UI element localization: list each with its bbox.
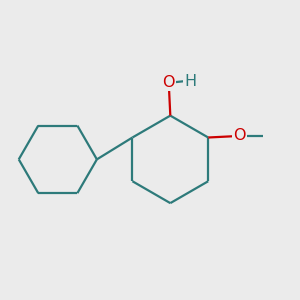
Text: H: H bbox=[184, 74, 196, 89]
Text: O: O bbox=[233, 128, 246, 143]
Text: O: O bbox=[163, 75, 175, 90]
